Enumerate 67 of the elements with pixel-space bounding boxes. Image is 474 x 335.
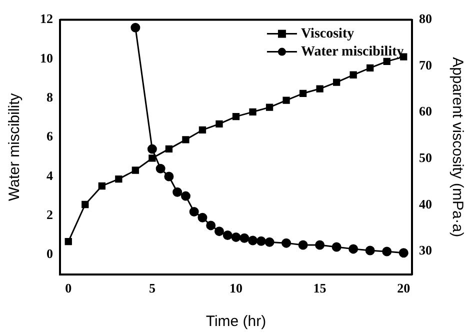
point [365,246,375,256]
point [198,212,208,222]
x-tick-label: 5 [148,280,156,296]
y2-tick-label: 60 [419,104,432,119]
point [130,22,140,32]
point [189,206,199,216]
y-axis-title: Water miscibility [6,92,24,201]
point [98,182,106,190]
point [332,242,342,252]
point [206,220,216,230]
y2-tick-label: 80 [419,11,432,26]
point [248,236,258,246]
point [366,64,374,72]
point [132,166,140,174]
point [148,154,156,162]
y2-tick-label: 70 [419,57,432,72]
point [232,112,240,120]
point [165,145,173,153]
point [350,71,357,78]
y2-tick-label: 40 [419,196,432,212]
y-tick-label: 10 [40,50,53,66]
y-tick-label: 6 [46,128,54,144]
x-tick-label: 15 [313,280,327,296]
x-tick-label: 10 [230,280,242,296]
point [332,78,340,86]
legend-label: Viscosity [300,26,354,42]
point [147,144,157,154]
point [115,175,122,183]
point [348,244,358,254]
point [231,232,241,242]
point [182,136,190,144]
y2-axis-title: Apparent viscosity (mPa·a) [448,57,466,238]
point [299,90,307,97]
point [256,236,266,246]
point [240,233,250,243]
y2-tick-label: 50 [419,150,432,166]
point [180,191,190,201]
point [315,240,325,250]
y2-tick-label: 30 [419,242,432,258]
x-axis-title: Time (hr) [206,313,266,330]
y-tick-label: 4 [46,168,54,183]
point [282,96,290,104]
point [172,187,182,197]
y-tick-label: 8 [46,90,54,104]
point [266,104,274,111]
point [156,164,166,174]
x-tick-label: 0 [65,280,72,296]
y-tick-label: 0 [46,246,53,262]
point [82,200,89,208]
point [249,108,256,116]
y-tick-label: 2 [46,207,53,222]
point [382,246,392,256]
x-tick-label: 20 [397,280,410,296]
point [222,230,232,240]
y-tick-label: 12 [40,11,53,26]
point [64,238,72,246]
point [282,238,292,248]
point [383,58,390,66]
point [298,240,308,250]
point [316,85,324,92]
point [198,126,206,134]
point [164,172,174,182]
point [216,120,223,128]
legend-label: Water miscibility [300,44,404,60]
point [214,226,224,236]
point [264,237,274,247]
point [398,248,408,258]
